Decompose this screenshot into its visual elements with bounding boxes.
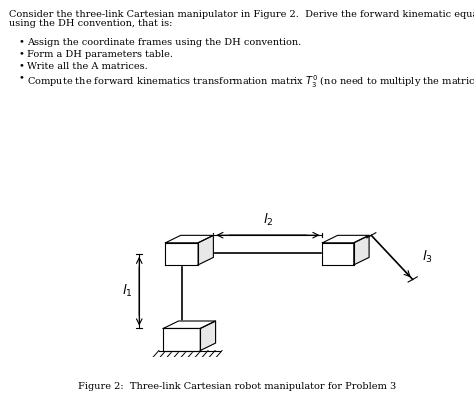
Polygon shape <box>165 243 198 265</box>
Polygon shape <box>165 235 213 243</box>
Text: $l_3$: $l_3$ <box>422 249 433 266</box>
Text: Write all the A matrices.: Write all the A matrices. <box>27 62 148 71</box>
Polygon shape <box>322 235 369 243</box>
Polygon shape <box>198 235 213 265</box>
Text: $l_2$: $l_2$ <box>263 212 273 228</box>
Text: Consider the three-link Cartesian manipulator in Figure 2.  Derive the forward k: Consider the three-link Cartesian manipu… <box>9 10 474 19</box>
Text: Figure 2:  Three-link Cartesian robot manipulator for Problem 3: Figure 2: Three-link Cartesian robot man… <box>78 382 396 391</box>
Text: •: • <box>18 50 24 59</box>
Text: Compute the forward kinematics transformation matrix $T_3^0$ (no need to multipl: Compute the forward kinematics transform… <box>27 73 474 90</box>
Polygon shape <box>322 243 354 265</box>
Text: •: • <box>18 73 24 83</box>
Polygon shape <box>201 321 216 351</box>
Text: •: • <box>18 62 24 71</box>
Polygon shape <box>163 328 201 351</box>
Text: Assign the coordinate frames using the DH convention.: Assign the coordinate frames using the D… <box>27 38 302 47</box>
Polygon shape <box>163 321 216 328</box>
Polygon shape <box>354 235 369 265</box>
Text: Form a DH parameters table.: Form a DH parameters table. <box>27 50 173 59</box>
Text: $l_1$: $l_1$ <box>122 283 132 299</box>
Text: using the DH convention, that is:: using the DH convention, that is: <box>9 19 172 28</box>
Text: •: • <box>18 38 24 47</box>
